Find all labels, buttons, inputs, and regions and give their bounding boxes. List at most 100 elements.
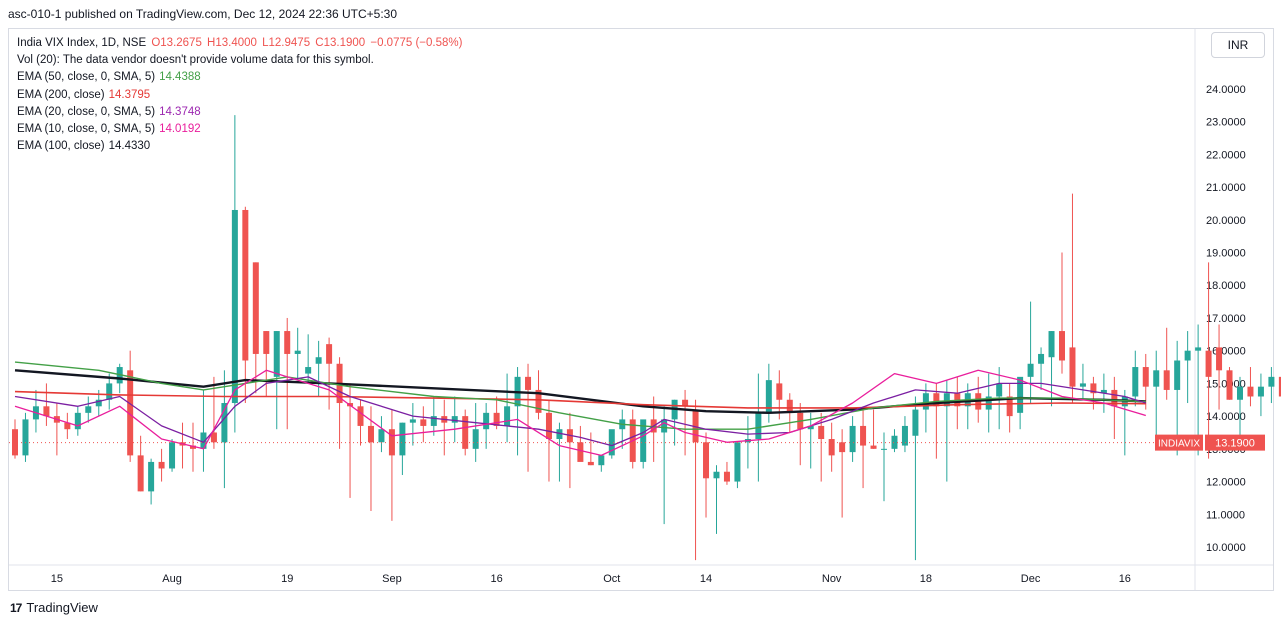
candle-body	[367, 425, 374, 443]
candle-body	[1153, 370, 1160, 387]
candle-body	[22, 419, 29, 456]
indicator-value: 14.3748	[159, 105, 201, 118]
candle-body	[818, 425, 825, 440]
candle-body	[1278, 376, 1281, 397]
ema-line	[14, 369, 1146, 457]
candle-body	[933, 393, 940, 407]
candle-body	[577, 442, 584, 462]
candle-body	[252, 262, 259, 354]
x-tick-label: 16	[1119, 573, 1131, 585]
candle-body	[1111, 389, 1118, 407]
indicator-row[interactable]: EMA (20, close, 0, SMA, 5) 14.3748	[17, 104, 464, 121]
candle-body	[1038, 353, 1045, 364]
candle-body	[870, 445, 877, 449]
candle-body	[901, 425, 908, 446]
symbol-title[interactable]: India VIX Index, 1D, NSE	[17, 37, 147, 49]
x-tick-label: Dec	[1021, 573, 1041, 585]
candle-body	[1048, 331, 1055, 358]
candle-body	[807, 425, 814, 430]
indicator-row[interactable]: EMA (200, close) 14.3795	[17, 87, 464, 104]
candle-body	[378, 429, 385, 443]
low-value: L12.9475	[262, 37, 311, 49]
candle-body	[1100, 389, 1107, 394]
candle-body	[786, 399, 793, 413]
indicator-row[interactable]: EMA (50, close, 0, SMA, 5) 14.4388	[17, 69, 464, 86]
candle-body	[1090, 383, 1097, 394]
indicator-label: EMA (200, close)	[17, 88, 105, 101]
volume-row[interactable]: Vol (20): The data vendor doesn't provid…	[17, 54, 374, 67]
x-tick-label: Aug	[162, 573, 182, 585]
candle-body	[1195, 347, 1202, 351]
candle-body	[200, 432, 207, 449]
candle-body	[734, 442, 741, 482]
price-label-symbol-bg	[1155, 434, 1203, 451]
y-tick-label: 12.0000	[1206, 477, 1246, 489]
candle-body	[273, 331, 280, 377]
candle-body	[210, 432, 217, 443]
candle-body	[305, 367, 312, 374]
candle-body	[640, 419, 647, 462]
chart-frame	[8, 28, 1274, 591]
indicator-label: EMA (10, close, 0, SMA, 5)	[17, 123, 156, 136]
brand-name: TradingView	[26, 600, 98, 615]
candle-body	[1216, 347, 1223, 371]
candle-body	[420, 419, 427, 426]
candle-body	[985, 396, 992, 410]
candle-body	[1184, 350, 1191, 361]
candle-body	[1226, 370, 1233, 400]
y-tick-label: 19.0000	[1206, 248, 1246, 260]
close-value: C13.1900	[315, 37, 366, 49]
candle-body	[839, 442, 846, 453]
candle-body	[1268, 376, 1275, 387]
x-tick-label: Sep	[382, 573, 402, 585]
y-tick-label: 14.0000	[1206, 411, 1246, 423]
candle-body	[1059, 331, 1065, 361]
y-tick-label: 21.0000	[1206, 182, 1246, 194]
x-tick-label: Oct	[603, 573, 620, 585]
candle-body	[1174, 360, 1181, 390]
candle-body	[1142, 367, 1149, 387]
candle-body	[535, 389, 542, 413]
open-value: O13.2675	[151, 37, 202, 49]
indicator-value: 14.4388	[159, 71, 201, 84]
candle-body	[504, 406, 511, 426]
candle-body	[284, 331, 291, 354]
candle-body	[315, 357, 322, 364]
ema-line	[14, 390, 1146, 409]
candle-body	[922, 393, 929, 410]
candle-body	[158, 461, 165, 469]
x-tick-label: 16	[490, 573, 502, 585]
candle-body	[1006, 396, 1013, 417]
candle-body	[221, 403, 228, 443]
publish-info: asc-010-1 published on TradingView.com, …	[8, 7, 398, 21]
candle-body	[43, 406, 50, 417]
candle-body	[776, 383, 783, 400]
candle-body	[451, 416, 458, 423]
candle-body	[169, 442, 176, 469]
price-label-value: 13.1900	[1215, 438, 1255, 450]
candle-body	[357, 406, 364, 426]
candle-body	[1205, 350, 1212, 377]
candle-body	[189, 445, 196, 449]
candle-body	[409, 419, 416, 423]
candle-body	[1163, 370, 1170, 390]
y-tick-label: 15.0000	[1206, 378, 1246, 390]
candle-body	[95, 399, 102, 407]
y-tick-label: 16.0000	[1206, 346, 1246, 358]
candle-body	[85, 406, 92, 413]
tradingview-footer[interactable]: 17 TradingView	[10, 600, 98, 615]
ema-line	[14, 361, 1146, 430]
candle-body	[242, 209, 249, 361]
candle-body	[996, 383, 1003, 397]
candle-body	[1017, 376, 1024, 413]
currency-button[interactable]: INR	[1211, 32, 1265, 58]
candle-body	[263, 331, 270, 354]
candle-body	[860, 425, 867, 446]
candle-body	[545, 412, 552, 440]
candle-body	[430, 416, 437, 426]
indicator-row[interactable]: EMA (10, close, 0, SMA, 5) 14.0192	[17, 121, 464, 138]
ema-line	[14, 376, 1146, 447]
candle-body	[828, 439, 835, 456]
indicator-row[interactable]: EMA (100, close) 14.4330	[17, 138, 464, 155]
